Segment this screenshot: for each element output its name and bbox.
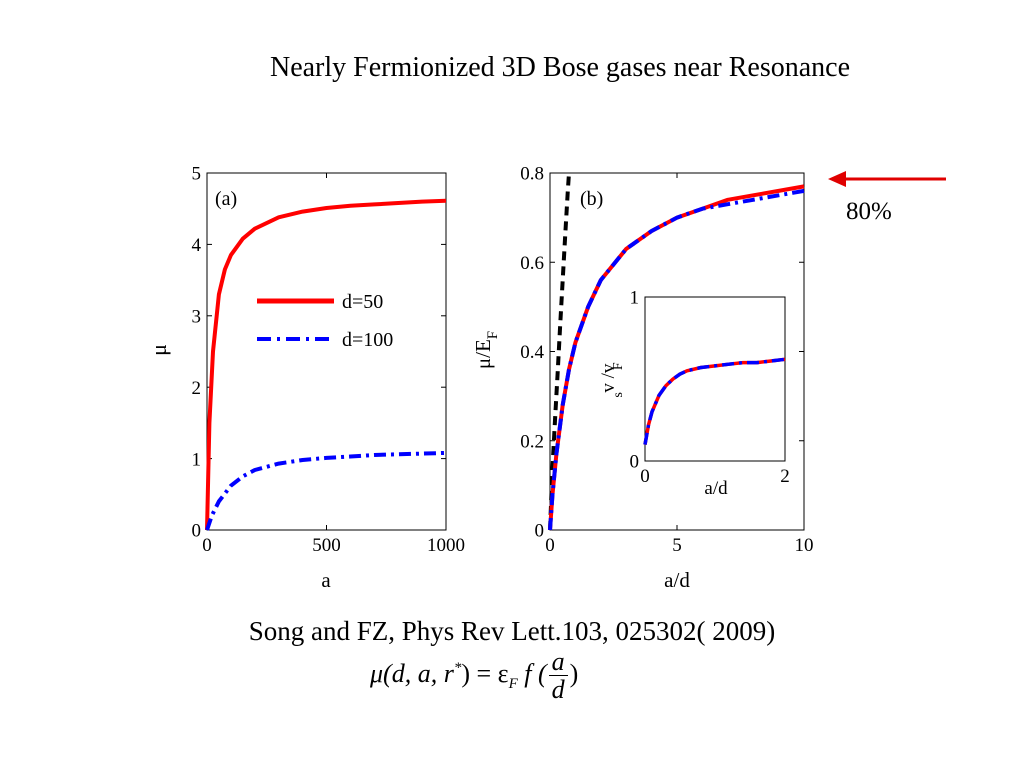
panel-b-xtick-label: 10 [795, 535, 814, 556]
inset-xlabel: a/d [704, 478, 728, 499]
panel-a-xtick-label: 0 [202, 535, 212, 556]
inset-xtick-label: 0 [640, 466, 650, 487]
panel-a-legend: d=50 d=100 [257, 291, 393, 351]
equation-sub: F [508, 675, 518, 692]
panel-a-ytick-label: 3 [192, 306, 202, 327]
panel-b-xtick-label: 5 [672, 535, 682, 556]
legend-label-d50: d=50 [342, 291, 383, 313]
inset-frame [644, 296, 786, 462]
equation-numerator: a [548, 648, 568, 677]
arrow-head-icon [828, 171, 846, 187]
panel-b-xlabel: a/d [664, 568, 690, 592]
legend-label-d100: d=100 [342, 329, 393, 351]
slide-title: Nearly Fermionized 3D Bose gases near Re… [269, 52, 851, 83]
equation-lhs: μ(d, a, r [370, 658, 454, 688]
equation-close: ) [569, 658, 579, 688]
inset-ytick-label: 1 [630, 288, 640, 309]
panel-b-ytick-label: 0.6 [520, 253, 544, 274]
panel-b-label: (b) [580, 188, 603, 210]
panel-a-xtick-label: 500 [312, 535, 341, 556]
panel-a-ytick-label: 2 [192, 378, 202, 399]
equation-sup: * [453, 660, 462, 677]
panel-b-ytick-label: 0 [535, 521, 545, 542]
panel-b-ytick-label: 0.8 [520, 164, 544, 185]
inset-ylabel: v /vsF [598, 362, 626, 397]
panel-a-frame [206, 172, 447, 531]
inset-series-1 [643, 357, 786, 445]
panel-a-xtick-label: 1000 [427, 535, 465, 556]
panel-b-series-0 [548, 172, 571, 531]
panel-a-ylabel: μ [146, 344, 171, 356]
panel-a-label: (a) [215, 188, 237, 210]
panel-b-series-2 [548, 188, 805, 531]
panel-a-ytick-label: 5 [192, 164, 202, 185]
equation-f: f ( [517, 658, 547, 688]
panel-a-ytick-label: 0 [192, 521, 202, 542]
equation-mid: ) = ε [461, 658, 509, 688]
annotation-label: 80% [846, 198, 892, 225]
panel-a-xlabel: a [321, 568, 331, 592]
panel-b-ytick-label: 0.4 [520, 342, 544, 363]
panel-b-xtick-label: 0 [545, 535, 555, 556]
panel-a-ytick-label: 4 [192, 235, 202, 256]
panel-b-ylabel: μ/EF [471, 331, 501, 369]
inset-xtick-label: 2 [780, 466, 790, 487]
equation: μ(d, a, r*) = εF f (a d) [370, 648, 578, 704]
inset-ytick-label: 0 [630, 452, 640, 473]
panel-b-ytick-label: 0.2 [520, 431, 544, 452]
panel-a-series-d-50 [205, 198, 447, 531]
citation: Song and FZ, Phys Rev Lett.103, 025302( … [248, 616, 776, 646]
equation-denominator: d [551, 675, 565, 705]
panel-a-ytick-label: 1 [192, 449, 202, 470]
panel-a-series-d-100 [205, 450, 447, 531]
